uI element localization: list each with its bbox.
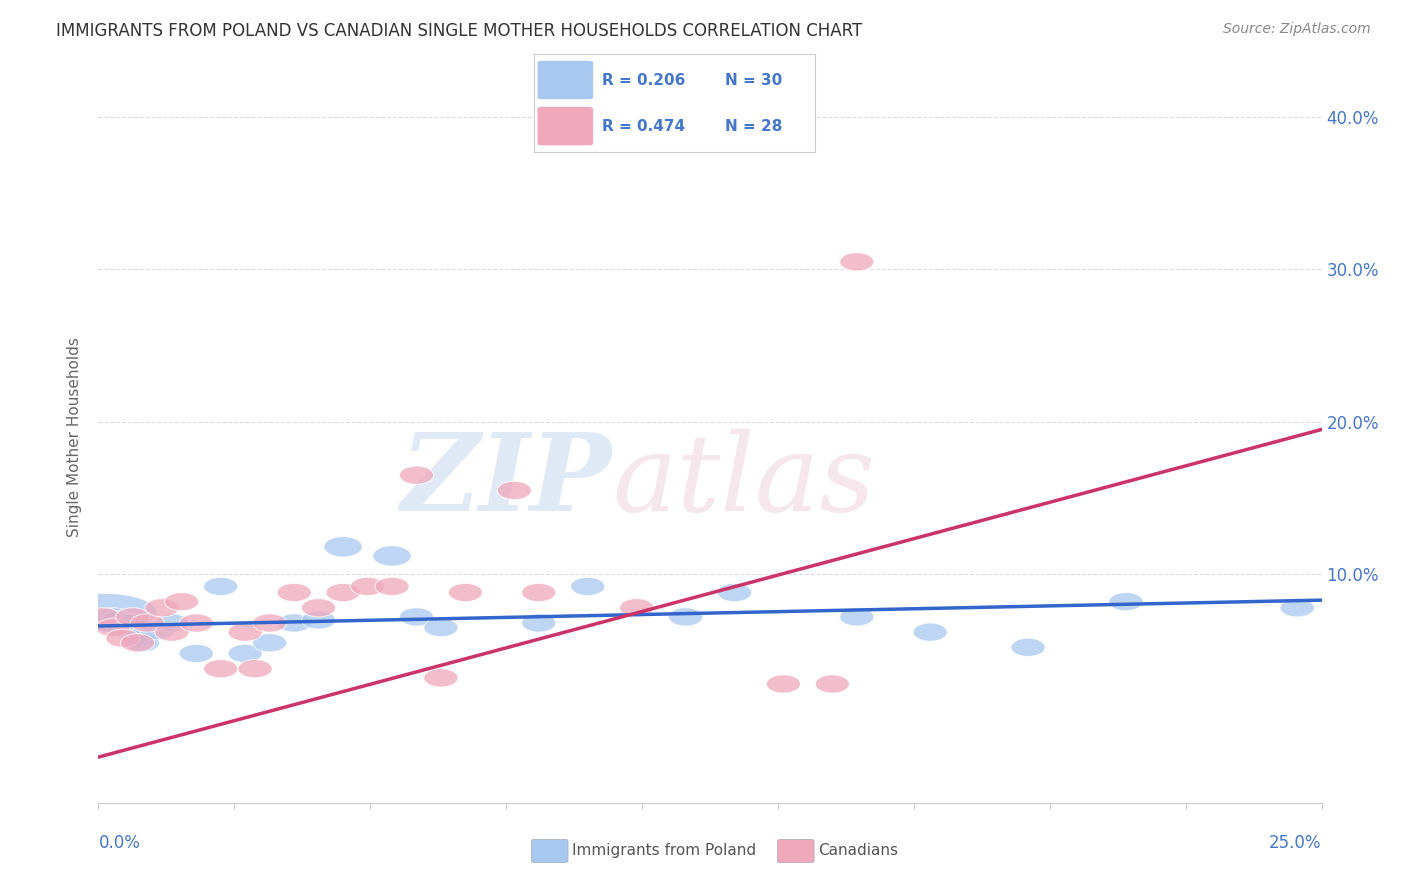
Ellipse shape (179, 644, 214, 663)
Ellipse shape (301, 611, 336, 629)
FancyBboxPatch shape (537, 61, 593, 100)
Ellipse shape (105, 618, 141, 637)
Text: Canadians: Canadians (818, 844, 898, 858)
Ellipse shape (121, 633, 155, 652)
Ellipse shape (86, 607, 121, 626)
Ellipse shape (815, 674, 849, 693)
Ellipse shape (498, 482, 531, 500)
Ellipse shape (375, 577, 409, 596)
Ellipse shape (1011, 639, 1045, 657)
Ellipse shape (253, 633, 287, 652)
Ellipse shape (717, 583, 752, 601)
Ellipse shape (766, 674, 800, 693)
Ellipse shape (399, 466, 433, 484)
Ellipse shape (839, 252, 875, 271)
Ellipse shape (111, 614, 145, 632)
Ellipse shape (1109, 592, 1143, 611)
Text: atlas: atlas (612, 428, 875, 533)
Ellipse shape (121, 629, 155, 648)
Ellipse shape (522, 614, 555, 632)
Ellipse shape (155, 614, 188, 632)
Ellipse shape (277, 614, 311, 632)
Ellipse shape (571, 577, 605, 596)
Ellipse shape (839, 607, 875, 626)
Ellipse shape (141, 622, 174, 640)
Ellipse shape (228, 623, 263, 641)
Ellipse shape (96, 618, 131, 637)
Text: R = 0.206: R = 0.206 (602, 72, 685, 87)
Ellipse shape (238, 659, 273, 678)
Text: 0.0%: 0.0% (98, 834, 141, 852)
Text: R = 0.474: R = 0.474 (602, 119, 685, 134)
Text: N = 30: N = 30 (725, 72, 783, 87)
Ellipse shape (912, 623, 948, 641)
Text: Source: ZipAtlas.com: Source: ZipAtlas.com (1223, 22, 1371, 37)
Ellipse shape (145, 599, 179, 617)
Ellipse shape (131, 614, 165, 632)
Ellipse shape (125, 633, 160, 652)
Ellipse shape (96, 607, 131, 626)
Ellipse shape (101, 611, 135, 629)
Ellipse shape (165, 592, 198, 611)
Ellipse shape (522, 583, 555, 601)
Ellipse shape (49, 593, 157, 632)
Ellipse shape (155, 623, 188, 641)
Y-axis label: Single Mother Households: Single Mother Households (67, 337, 83, 537)
Ellipse shape (399, 607, 433, 626)
Ellipse shape (1279, 599, 1315, 617)
Ellipse shape (301, 599, 336, 617)
Text: N = 28: N = 28 (725, 119, 783, 134)
Ellipse shape (115, 607, 150, 626)
Ellipse shape (91, 614, 125, 632)
Ellipse shape (323, 537, 363, 557)
Ellipse shape (350, 577, 385, 596)
Ellipse shape (423, 618, 458, 637)
Ellipse shape (449, 583, 482, 601)
Text: IMMIGRANTS FROM POLAND VS CANADIAN SINGLE MOTHER HOUSEHOLDS CORRELATION CHART: IMMIGRANTS FROM POLAND VS CANADIAN SINGL… (56, 22, 862, 40)
Ellipse shape (326, 583, 360, 601)
Text: ZIP: ZIP (401, 428, 612, 534)
Ellipse shape (277, 583, 311, 601)
Ellipse shape (228, 644, 263, 663)
Ellipse shape (423, 669, 458, 687)
Ellipse shape (253, 614, 287, 632)
Ellipse shape (204, 659, 238, 678)
Ellipse shape (204, 577, 238, 596)
Ellipse shape (373, 546, 411, 566)
Text: 25.0%: 25.0% (1270, 834, 1322, 852)
Ellipse shape (105, 629, 141, 648)
FancyBboxPatch shape (537, 106, 593, 145)
Ellipse shape (668, 607, 703, 626)
Ellipse shape (620, 599, 654, 617)
Ellipse shape (115, 623, 150, 641)
Text: Immigrants from Poland: Immigrants from Poland (572, 844, 756, 858)
Ellipse shape (179, 614, 214, 632)
